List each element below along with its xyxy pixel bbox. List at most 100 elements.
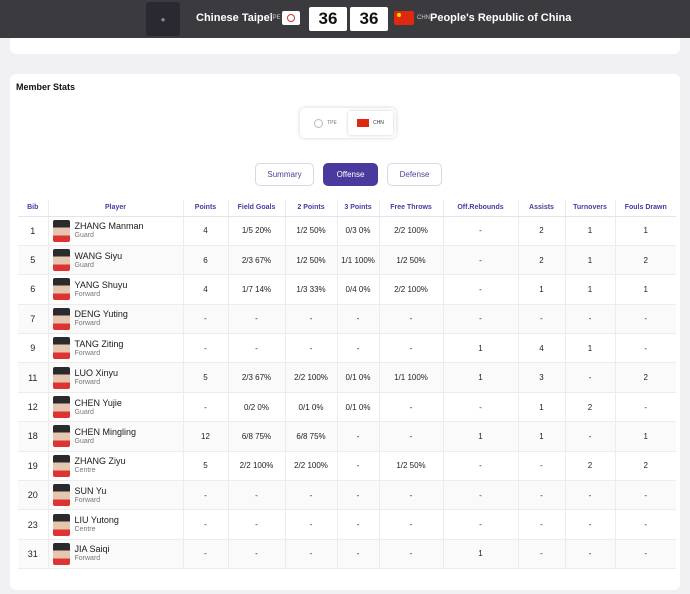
player-name[interactable]: SUN Yu [74,485,107,496]
cell-player[interactable]: LIU Yutong Centre [47,509,183,540]
team-toggle-chn-label: CHN [373,120,384,126]
cell-turnovers: 1 [564,245,615,276]
cell-turnovers: - [564,421,615,452]
cell-fouls-drawn: - [614,480,676,511]
player-name[interactable]: YANG Shuyu [74,279,128,290]
team-toggle-tpe-label: TPE [327,120,337,126]
cell-assists: 1 [517,274,565,305]
cell-assists: 1 [517,421,565,452]
player-avatar [52,366,70,389]
cell-fouls-drawn: 1 [614,274,676,305]
cell-2-points: 2/2 100% [284,451,337,482]
player-position: Forward [74,349,101,357]
cell-turnovers: 1 [564,333,615,364]
cell-player[interactable]: LUO Xinyu Forward [47,362,183,393]
cell-2-points: - [284,480,337,511]
cell-player[interactable]: JIA Saiqi Forward [47,539,183,570]
cell-off-rebounds: - [442,392,518,423]
tpe-flag-icon [282,11,300,25]
cell-off-rebounds: - [442,216,518,246]
cell-free-throws: - [378,539,443,570]
cell-field-goals: 2/2 100% [227,451,285,482]
player-name[interactable]: TANG Ziting [74,338,124,349]
cell-3-points: - [336,451,379,482]
player-position: Centre [74,467,96,475]
cell-3-points: - [336,539,379,570]
home-team-code: TPE [269,15,281,21]
cell-field-goals: 1/5 20% [227,216,285,246]
player-name[interactable]: DENG Yuting [74,309,128,320]
team-toggle-tpe[interactable]: TPE [303,111,348,135]
cell-free-throws: - [378,304,443,335]
tab-summary[interactable]: Summary [255,163,314,186]
cell-2-points: 0/1 0% [284,392,337,423]
cell-turnovers: 2 [564,451,615,482]
col-header-2-points: 2 Points [284,200,337,217]
cell-turnovers: 1 [564,274,615,305]
away-team-name: People's Republic of China [430,12,572,24]
tab-defense[interactable]: Defense [387,163,442,186]
cell-player[interactable]: CHEN Yujie Guard [47,392,183,423]
table-row: 20 SUN Yu Forward --------- [18,480,676,511]
player-avatar [52,542,70,565]
cell-bib: 19 [18,451,48,482]
player-avatar [52,454,70,477]
player-position: Guard [74,437,94,445]
player-name[interactable]: ZHANG Ziyu [74,456,126,467]
cell-player[interactable]: SUN Yu Forward [47,480,183,511]
tab-offense[interactable]: Offense [323,163,378,186]
cell-free-throws: - [378,509,443,540]
player-position: Centre [74,526,96,534]
player-avatar [52,425,70,448]
cell-player[interactable]: ZHANG Manman Guard [47,216,183,246]
tpe-flag-icon [314,118,324,128]
cell-3-points: 0/1 0% [336,362,379,393]
cell-off-rebounds: - [442,274,518,305]
cell-2-points: 6/8 75% [284,421,337,452]
cell-2-points: 1/2 50% [284,216,337,246]
player-name[interactable]: CHEN Yujie [74,397,122,408]
cell-assists: 1 [517,392,565,423]
player-name[interactable]: LIU Yutong [74,515,119,526]
cell-3-points: 0/4 0% [336,274,379,305]
cell-player[interactable]: TANG Ziting Forward [47,333,183,364]
cell-assists: 4 [517,333,565,364]
player-name[interactable]: LUO Xinyu [74,368,119,379]
player-name[interactable]: WANG Siyu [74,250,123,261]
cell-field-goals: - [227,509,285,540]
cell-2-points: 1/2 50% [284,245,337,276]
cell-fouls-drawn: - [614,304,676,335]
cell-2-points: 1/3 33% [284,274,337,305]
cell-assists: 2 [517,216,565,246]
col-header-off-rebounds: Off.Rebounds [442,200,518,217]
cell-field-goals: - [227,480,285,511]
team-toggle-chn[interactable]: CHN [348,111,393,135]
member-stats-table: Bib Player Points Field Goals 2 Points 3… [18,200,676,570]
col-header-3-points: 3 Points [336,200,379,217]
player-name[interactable]: ZHANG Manman [74,221,144,232]
previous-section-card [10,38,680,54]
cell-field-goals: 1/7 14% [227,274,285,305]
player-name[interactable]: CHEN Mingling [74,426,137,437]
cell-player[interactable]: CHEN Mingling Guard [47,421,183,452]
cell-bib: 11 [18,362,48,393]
cell-fouls-drawn: - [614,539,676,570]
cell-bib: 6 [18,274,48,305]
cell-player[interactable]: DENG Yuting Forward [47,304,183,335]
cell-field-goals: 2/3 67% [227,245,285,276]
cell-2-points: - [284,304,337,335]
cell-3-points: 0/3 0% [336,216,379,246]
table-row: 11 LUO Xinyu Forward 5 2/3 67% 2/2 100% 0/1… [18,362,676,393]
cell-bib: 31 [18,539,48,570]
cell-player[interactable]: ZHANG Ziyu Centre [47,451,183,482]
home-score: 36 [309,7,347,31]
player-position: Forward [74,496,101,504]
section-title: Member Stats [16,82,76,92]
table-row: 1 ZHANG Manman Guard 4 1/5 20% 1/2 50% 0/3 … [18,216,676,246]
cell-player[interactable]: WANG Siyu Guard [47,245,183,276]
cell-points: 5 [182,451,228,482]
home-team-name: Chinese Taipei [196,12,273,24]
cell-player[interactable]: YANG Shuyu Forward [47,274,183,305]
player-name[interactable]: JIA Saiqi [74,544,110,555]
